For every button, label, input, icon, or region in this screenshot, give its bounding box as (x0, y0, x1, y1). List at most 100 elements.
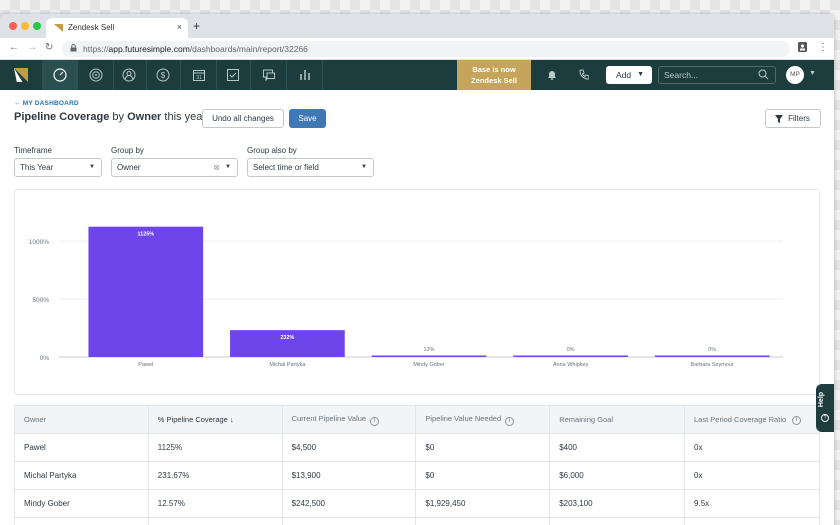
table-cell: Pawel (14, 433, 149, 462)
table-cell: $0 (415, 433, 551, 462)
data-label: 0% (708, 347, 716, 353)
table-cell: 0x (684, 433, 820, 462)
table-row[interactable]: Michal Partyka 231.67% $13,900 $0 $6,000 0x (14, 461, 820, 490)
back-arrow-icon[interactable]: ← (9, 42, 19, 53)
contacts-icon[interactable] (111, 60, 147, 90)
table-cell: Mindy Gober (14, 489, 149, 518)
page-title: Pipeline Coverage by Owner this year (14, 111, 206, 123)
tasks-check-icon[interactable] (215, 60, 251, 90)
col-header-remaining-goal-label: Remaining Goal (559, 415, 613, 424)
table-body: Pawel 1125% $4,500 $0 $400 0x Michal Partyka 23… (14, 433, 820, 525)
deals-dollar-icon[interactable]: $ (145, 60, 181, 90)
filters-button[interactable]: Filters (765, 109, 821, 128)
group-also-by-caret-icon: ▼ (361, 164, 367, 170)
group-by-label: Group by (111, 146, 144, 155)
col-header-owner-label: Owner (24, 415, 47, 424)
tab-close-icon[interactable]: × (176, 22, 182, 32)
bar[interactable] (230, 330, 345, 357)
data-label: 232% (280, 335, 294, 341)
url-host: app.futuresimple.com (108, 44, 190, 54)
bar[interactable] (371, 355, 487, 357)
close-window-icon[interactable] (9, 22, 17, 30)
x-tick-label: Barbara Seymour (691, 362, 734, 368)
url-scheme: https:// (83, 44, 109, 54)
back-arrow-small-icon: ← (14, 100, 23, 107)
svg-text:31: 31 (196, 75, 202, 81)
title-period: this year (161, 111, 206, 123)
rebrand-banner[interactable]: Base is now Zendesk Sell (457, 60, 531, 90)
filter-funnel-icon (775, 115, 783, 123)
bar[interactable] (513, 355, 628, 358)
y-tick-label: 500% (32, 297, 49, 304)
table-row[interactable]: Mindy Gober 12.57% $242,500 $1,929,450 $203,… (14, 489, 820, 518)
filters-button-label: Filters (788, 114, 810, 123)
col-header-pipeline-coverage[interactable]: % Pipeline Coverage ↓ (148, 405, 283, 434)
group-also-by-label: Group also by (247, 146, 297, 155)
leads-target-icon[interactable] (78, 60, 114, 90)
table-cell: 18x (684, 517, 820, 525)
communication-icon[interactable] (251, 60, 287, 90)
breadcrumb-label: MY DASHBOARD (22, 100, 79, 107)
user-avatar[interactable]: MP (786, 66, 804, 84)
svg-text:$: $ (160, 71, 165, 80)
help-question-icon: ? (821, 414, 829, 422)
dashboard-icon[interactable] (42, 60, 78, 90)
help-widget[interactable]: Help ? (816, 384, 834, 432)
x-tick-label: Anna Whipkey (553, 362, 589, 368)
info-icon[interactable]: i (505, 416, 515, 426)
table-cell: 0x (684, 461, 820, 490)
avatar-caret-down-icon[interactable]: ▼ (809, 70, 816, 77)
search-icon (758, 69, 769, 85)
col-header-owner[interactable]: Owner (14, 405, 149, 434)
col-header-remaining-goal[interactable]: Remaining Goal (549, 405, 686, 434)
col-header-current-pipeline[interactable]: Current Pipeline Value i (282, 405, 417, 434)
undo-all-changes-button[interactable]: Undo all changes (202, 109, 284, 128)
data-table: Owner % Pipeline Coverage ↓ Current Pipe… (14, 405, 820, 525)
bar[interactable] (654, 355, 770, 358)
table-header-row: Owner % Pipeline Coverage ↓ Current Pipe… (14, 405, 820, 434)
reports-bar-icon[interactable] (287, 60, 323, 90)
table-row[interactable]: Anna Whipkey8.63%$280,100$3,247,200$180,… (14, 517, 820, 525)
info-icon[interactable]: i (792, 416, 801, 425)
forward-arrow-icon[interactable]: → (27, 42, 37, 53)
calendar-icon[interactable]: 31 (181, 60, 217, 90)
info-icon[interactable]: i (370, 416, 380, 426)
profile-icon[interactable] (798, 42, 807, 55)
sort-desc-icon: ↓ (229, 415, 234, 424)
table-cell: Michal Partyka (14, 461, 149, 490)
address-bar[interactable]: https://app.futuresimple.com/dashboards/… (62, 41, 790, 57)
timeframe-select[interactable]: This Year ▼ (14, 158, 102, 177)
table-cell: 1125% (148, 433, 283, 462)
table-cell: $13,900 (282, 461, 417, 490)
browser-tab[interactable]: Zendesk Sell × (46, 18, 188, 38)
new-tab-icon[interactable]: + (193, 19, 201, 33)
data-label: 1125% (137, 232, 154, 238)
timeframe-caret-icon: ▼ (89, 164, 95, 170)
zendesk-sell-logo[interactable] (14, 68, 28, 82)
col-header-pipeline-needed[interactable]: Pipeline Value Needed i (415, 405, 551, 434)
table-row[interactable]: Pawel 1125% $4,500 $0 $400 0x (14, 433, 820, 462)
bar-chart: 0% 500% 1000% 1125% Pawel 232% Michal Partyka 1… (29, 226, 783, 368)
bar[interactable] (88, 226, 204, 357)
x-tick-label: Mindy Gober (413, 362, 445, 368)
clear-selection-icon[interactable]: ⊗ (213, 163, 220, 172)
reload-icon[interactable]: ↻ (45, 42, 54, 53)
table-cell: 231.67% (148, 461, 283, 490)
breadcrumb[interactable]: ← MY DASHBOARD (14, 100, 79, 107)
col-header-last-period-ratio[interactable]: Last Period Coverage Ratio i (684, 405, 820, 434)
minimize-window-icon[interactable] (21, 22, 29, 30)
search-input[interactable]: Search... (658, 66, 776, 84)
menu-kebab-icon[interactable]: ⋮ (818, 42, 828, 53)
group-by-select[interactable]: Owner ⊗ ▼ (111, 158, 238, 177)
group-also-by-select[interactable]: Select time or field ▼ (247, 158, 374, 177)
search-placeholder: Search... (664, 70, 699, 80)
bell-icon[interactable] (547, 69, 557, 83)
save-button[interactable]: Save (289, 109, 326, 128)
table-cell: 8.63% (148, 517, 283, 525)
table-cell: $4,500 (282, 433, 417, 462)
browser-toolbar: ← → ↻ https://app.futuresimple.com/dashb… (0, 38, 834, 60)
add-button-label: Add (616, 70, 632, 80)
maximize-window-icon[interactable] (33, 22, 41, 30)
add-button[interactable]: Add ▼ (606, 66, 652, 84)
phone-icon[interactable] (579, 69, 590, 83)
